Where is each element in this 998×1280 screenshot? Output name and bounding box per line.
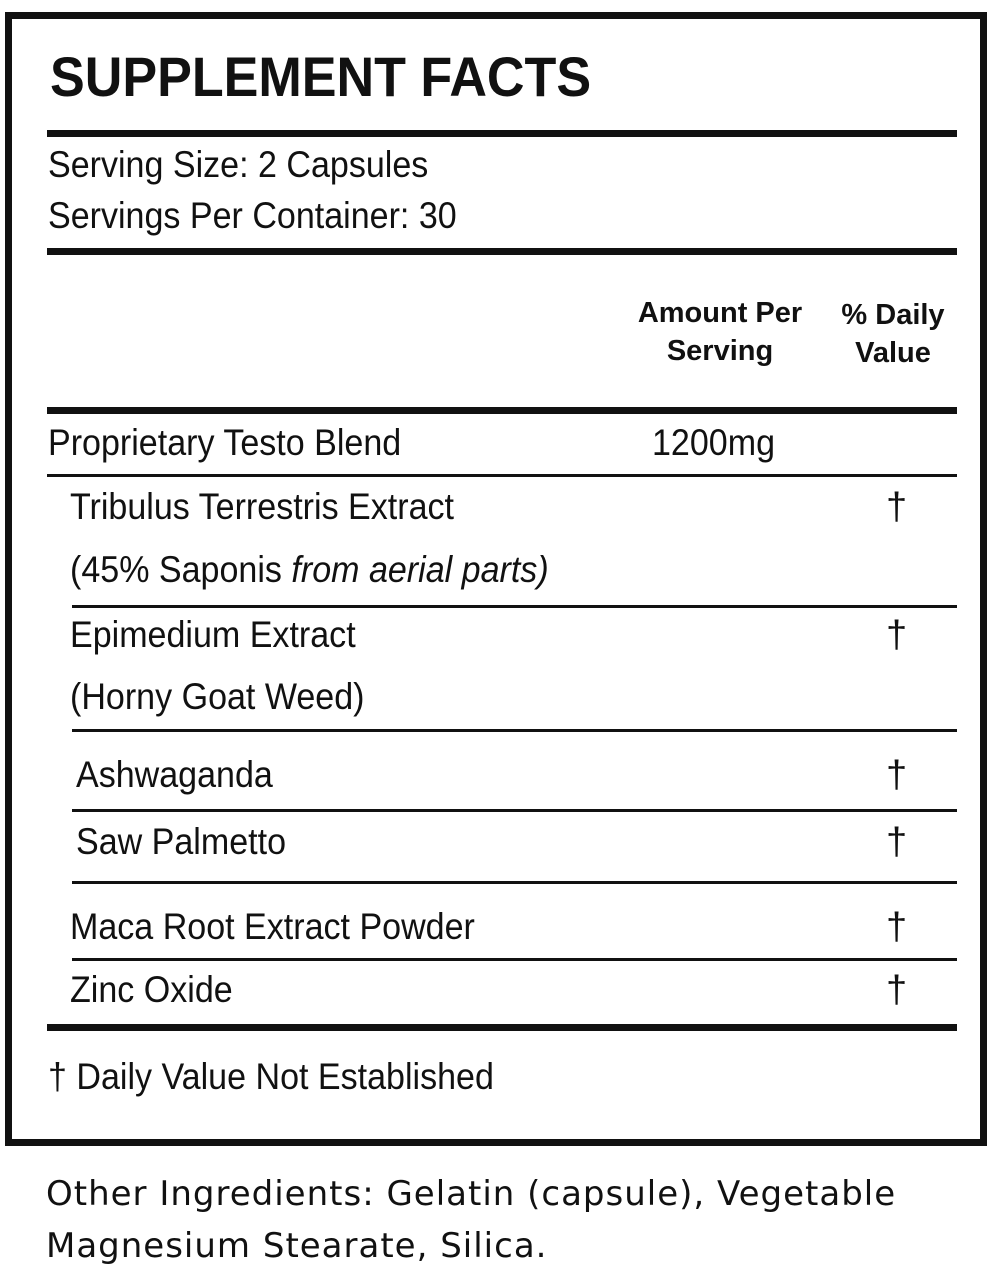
divider [72, 605, 957, 608]
dagger-mark: † [886, 969, 908, 1011]
divider [72, 958, 957, 961]
divider [72, 729, 957, 732]
blend-amount: 1200mg [652, 422, 776, 463]
other-ingredients-line1: Other Ingredients: Gelatin (capsule), Ve… [46, 1174, 897, 1214]
dagger-mark: † [886, 486, 908, 528]
blend-name: Proprietary Testo Blend [48, 422, 402, 463]
detail-italic: from aerial parts) [291, 549, 549, 590]
divider [47, 1024, 957, 1031]
header-line: Value [855, 337, 931, 369]
dagger-mark: † [886, 614, 908, 656]
dagger-mark: † [886, 754, 908, 796]
dagger-mark: † [886, 821, 908, 863]
header-line: Amount Per [637, 297, 803, 329]
ingredient-name: Maca Root Extract Powder [70, 906, 475, 947]
footnote: † Daily Value Not Established [48, 1056, 494, 1097]
servings-per-container: Servings Per Container: 30 [48, 195, 457, 236]
panel-title: SUPPLEMENT FACTS [50, 45, 592, 108]
divider [47, 474, 957, 477]
daily-value-header: % Daily Value [830, 296, 956, 372]
divider [47, 248, 957, 255]
divider [72, 881, 957, 884]
header-line: % Daily [841, 299, 945, 331]
header-line: Serving [666, 335, 774, 367]
amount-per-serving-header: Amount Per Serving [630, 294, 810, 370]
ingredient-detail: (45% Saponis from aerial parts) [70, 549, 549, 591]
detail-text: (45% Saponis [70, 549, 292, 590]
divider [72, 809, 957, 812]
other-ingredients-line2: Magnesium Stearate, Silica. [46, 1226, 548, 1266]
divider [47, 130, 957, 137]
ingredient-name: Zinc Oxide [70, 969, 233, 1010]
serving-size: Serving Size: 2 Capsules [48, 144, 429, 185]
ingredient-name: Tribulus Terrestris Extract [70, 486, 454, 527]
ingredient-name: Ashwaganda [76, 754, 273, 795]
ingredient-name: Saw Palmetto [76, 821, 287, 862]
supplement-facts-panel [5, 12, 987, 1146]
ingredient-detail: (Horny Goat Weed) [70, 676, 365, 717]
ingredient-name: Epimedium Extract [70, 614, 356, 655]
dagger-mark: † [886, 906, 908, 948]
divider [47, 407, 957, 414]
